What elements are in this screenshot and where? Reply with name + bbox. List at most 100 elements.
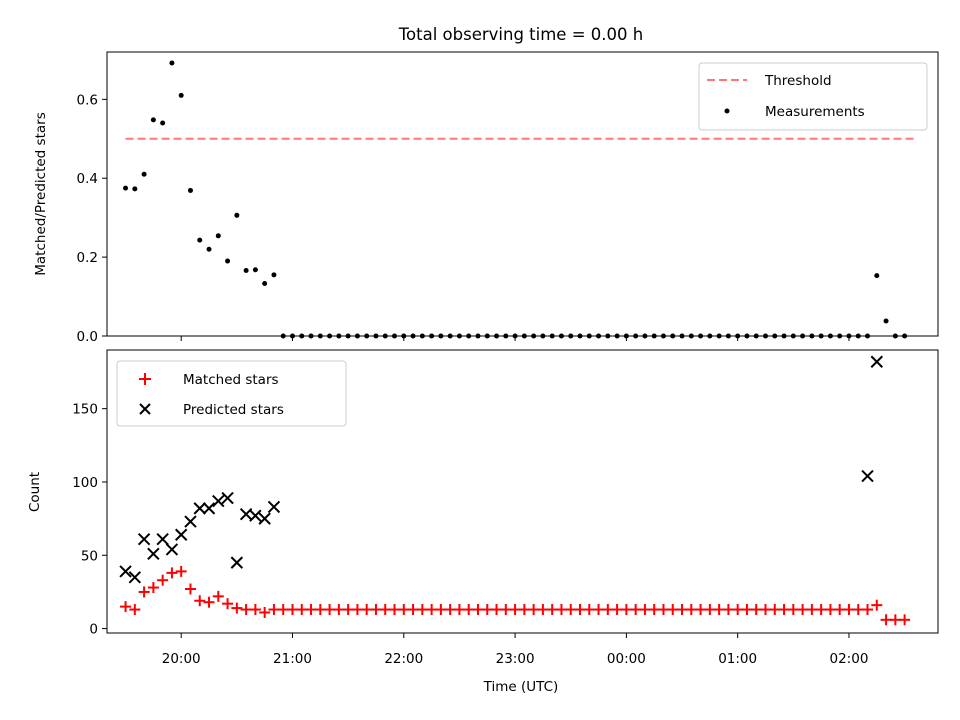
matched-star-marker xyxy=(305,604,317,616)
predicted-star-marker xyxy=(258,512,271,525)
matched-star-marker xyxy=(555,604,567,616)
matched-star-marker xyxy=(157,574,169,586)
matched-star-marker xyxy=(880,614,892,626)
matched-star-marker xyxy=(648,604,660,616)
count-xlabel: Time (UTC) xyxy=(483,679,559,695)
matched-star-marker xyxy=(138,586,150,598)
ratio-plot-frame xyxy=(106,51,939,337)
matched-star-marker xyxy=(333,604,345,616)
count-legend-box xyxy=(116,360,347,427)
legend-measurements-label: Measurements xyxy=(765,104,865,120)
measurement-point xyxy=(225,258,231,264)
measurement-point xyxy=(169,60,175,66)
matched-star-marker xyxy=(342,604,354,616)
matched-star-marker xyxy=(602,604,614,616)
matched-star-marker xyxy=(630,604,642,616)
matched-star-marker xyxy=(361,604,373,616)
matched-star-marker xyxy=(574,604,586,616)
predicted-star-marker xyxy=(165,543,179,556)
count-xtick-label: 00:00 xyxy=(607,651,646,667)
measurement-point xyxy=(160,120,166,126)
matched-star-marker xyxy=(379,604,391,616)
matched-star-marker xyxy=(166,567,178,579)
matched-star-marker xyxy=(426,604,438,616)
measurement-point xyxy=(132,186,138,192)
matched-star-marker xyxy=(657,604,669,616)
legend-predicted-swatch xyxy=(139,403,151,415)
measurement-point xyxy=(178,92,184,98)
matched-star-marker xyxy=(824,604,836,616)
measurement-point xyxy=(874,273,880,279)
legend-matched-label: Matched stars xyxy=(183,372,279,388)
count-ytick-label: 150 xyxy=(72,402,98,418)
matched-star-marker xyxy=(444,604,456,616)
predicted-stars-markers xyxy=(119,355,883,584)
matched-star-marker xyxy=(815,604,827,616)
matched-star-marker xyxy=(416,604,428,616)
matched-star-marker xyxy=(871,599,883,611)
matched-star-marker xyxy=(713,604,725,616)
matched-star-marker xyxy=(231,602,243,614)
matched-star-marker xyxy=(491,604,503,616)
matched-star-marker xyxy=(398,604,410,616)
matched-star-marker xyxy=(370,604,382,616)
matched-star-marker xyxy=(583,604,595,616)
matched-star-marker xyxy=(685,604,697,616)
count-xtick-label: 21:00 xyxy=(273,651,312,667)
predicted-star-marker xyxy=(184,515,197,528)
matched-star-marker xyxy=(407,604,419,616)
matched-star-marker xyxy=(212,590,224,602)
predicted-star-marker xyxy=(147,547,160,561)
matched-star-marker xyxy=(314,604,326,616)
predicted-star-marker xyxy=(193,502,206,515)
matched-star-marker xyxy=(268,604,280,616)
predicted-star-marker xyxy=(870,355,883,368)
matched-star-marker xyxy=(769,604,781,616)
matched-star-marker xyxy=(862,604,874,616)
predicted-star-marker xyxy=(156,532,169,546)
measurement-point xyxy=(215,233,221,239)
matched-star-marker xyxy=(759,604,771,616)
count-ytick-label: 50 xyxy=(81,548,98,564)
ratio-legend: Threshold Measurements xyxy=(698,62,928,131)
matched-star-marker xyxy=(676,604,688,616)
matched-star-marker xyxy=(639,604,651,616)
predicted-star-marker xyxy=(249,509,262,522)
figure-title: Total observing time = 0.00 h xyxy=(398,25,643,44)
measurement-point xyxy=(123,185,129,191)
matched-star-marker xyxy=(453,604,465,616)
predicted-star-marker xyxy=(137,532,151,546)
matched-star-marker xyxy=(750,604,762,616)
count-ytick-label: 0 xyxy=(89,622,98,638)
measurement-point xyxy=(252,267,258,273)
matched-star-marker xyxy=(722,604,734,616)
count-ticks: 0 50 100 150 20:00 21:00 22:00 23:00 00:00 01:00 0… xyxy=(72,402,868,667)
count-ylabel: Count xyxy=(27,472,43,512)
matched-star-marker xyxy=(277,604,289,616)
measurement-point xyxy=(883,318,889,324)
matched-star-marker xyxy=(852,604,864,616)
legend-predicted-label: Predicted stars xyxy=(183,402,284,418)
legend-measurements-swatch xyxy=(724,108,730,114)
matched-star-marker xyxy=(695,604,707,616)
count-panel: 0 50 100 150 20:00 21:00 22:00 23:00 00:00 01:00 0… xyxy=(27,349,939,695)
matched-star-marker xyxy=(175,565,187,577)
measurement-point xyxy=(243,268,249,274)
count-xtick-label: 23:00 xyxy=(496,651,535,667)
legend-threshold-label: Threshold xyxy=(764,73,832,89)
matched-star-marker xyxy=(463,604,475,616)
matched-star-marker xyxy=(296,604,308,616)
matched-star-marker xyxy=(203,596,215,608)
legend-matched-swatch xyxy=(139,373,151,385)
matched-star-marker xyxy=(147,582,159,594)
matched-star-marker xyxy=(240,604,252,616)
matched-star-marker xyxy=(509,604,521,616)
matched-star-marker xyxy=(481,604,493,616)
count-legend: Matched stars Predicted stars xyxy=(116,360,347,427)
ratio-legend-box xyxy=(698,62,928,131)
predicted-star-marker xyxy=(212,494,225,508)
matched-star-marker xyxy=(565,604,577,616)
matched-star-marker xyxy=(797,604,809,616)
count-xtick-label: 02:00 xyxy=(830,651,869,667)
